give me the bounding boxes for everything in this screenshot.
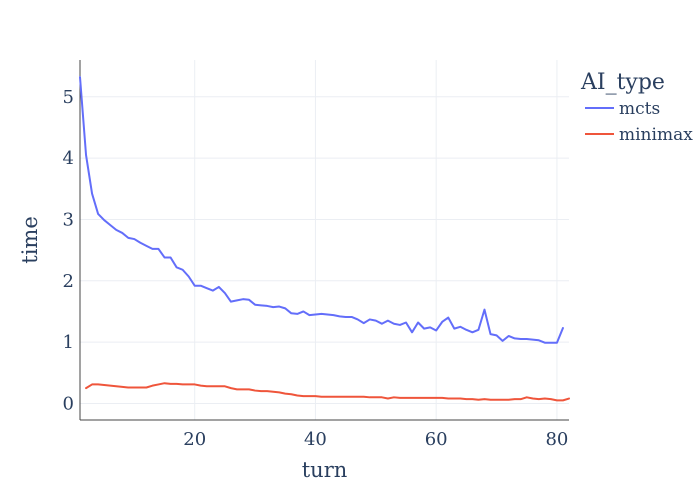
- grid: [80, 60, 569, 420]
- y-axis-title: time: [18, 216, 42, 264]
- x-tick-label: 40: [304, 429, 327, 450]
- legend[interactable]: AI_type mcts minimax: [580, 70, 693, 145]
- x-tick-label: 20: [183, 429, 206, 450]
- legend-label: minimax: [619, 125, 693, 145]
- legend-item-minimax[interactable]: minimax: [585, 125, 693, 145]
- x-tick-label: 60: [425, 429, 448, 450]
- axes: [79, 60, 569, 421]
- x-tick-label: 80: [545, 429, 568, 450]
- y-tick-label: 0: [63, 393, 74, 414]
- y-tick-label: 2: [63, 271, 74, 292]
- y-tick-label: 1: [63, 332, 74, 353]
- legend-items[interactable]: mcts minimax: [585, 99, 693, 145]
- series-line-mcts[interactable]: [79, 76, 564, 344]
- y-tick-label: 5: [63, 87, 74, 108]
- series-line-minimax[interactable]: [85, 382, 570, 402]
- legend-title: AI_type: [580, 70, 665, 95]
- tick-labels: 20 40 60 80 0 1 2 3 4 5: [63, 87, 569, 450]
- x-axis-title: turn: [302, 458, 348, 482]
- y-tick-label: 4: [63, 148, 74, 169]
- legend-label: mcts: [619, 99, 660, 119]
- legend-item-mcts[interactable]: mcts: [585, 99, 660, 119]
- plot-series: [79, 76, 570, 402]
- y-tick-label: 3: [63, 209, 74, 230]
